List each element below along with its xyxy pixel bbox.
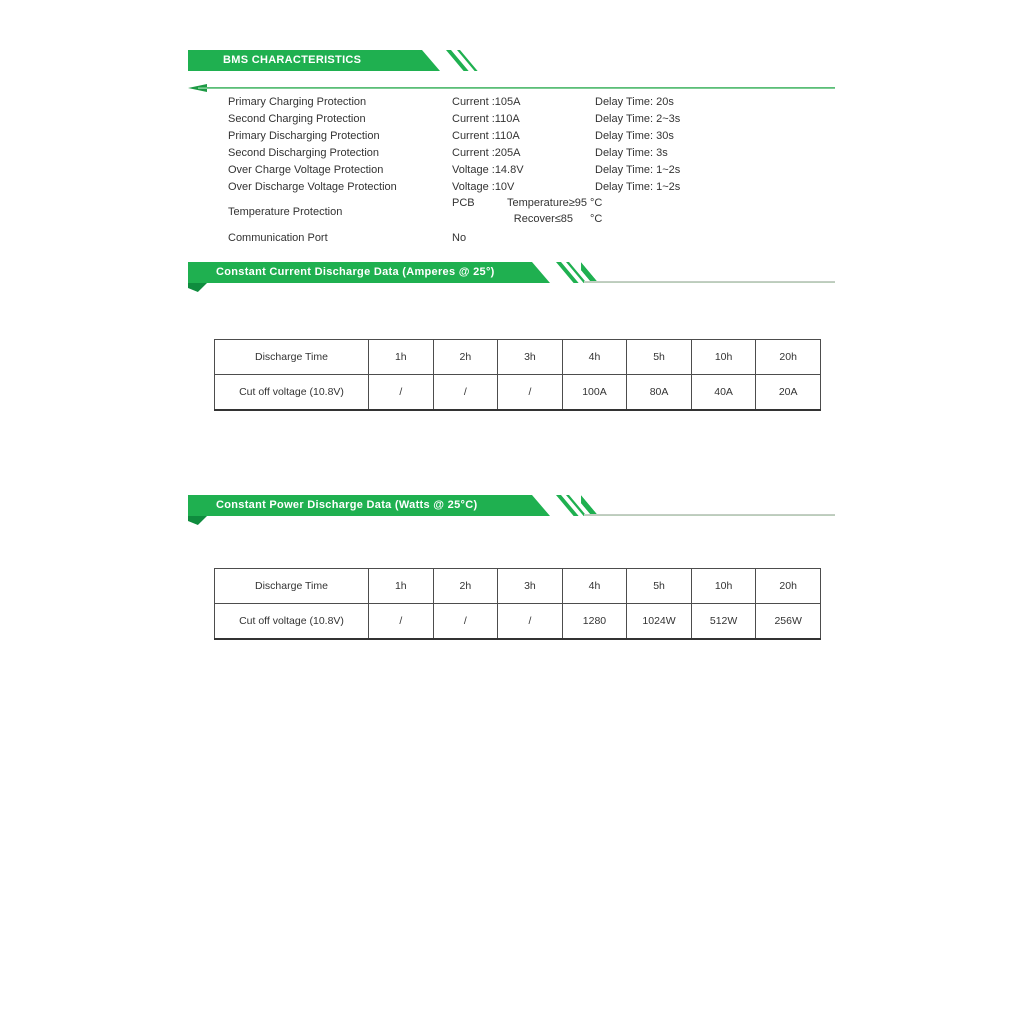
spec-delay: Delay Time: 30s xyxy=(595,129,674,142)
spec-value: Current :205A xyxy=(452,146,521,159)
table-cell: 512W xyxy=(690,603,757,639)
constant-power-banner-title: Constant Power Discharge Data (Watts @ 2… xyxy=(188,495,550,516)
table-cell: / xyxy=(368,603,434,639)
table-cell: 1280 xyxy=(561,603,628,639)
temp-unit: °C xyxy=(590,197,603,209)
temperature-protection-row: Temperature Protection PCB Temperature≥9… xyxy=(228,195,838,228)
bms-characteristics-banner: BMS CHARACTERISTICS xyxy=(188,50,478,71)
spec-row: Primary Discharging Protection Current :… xyxy=(228,127,838,144)
bms-banner-title: BMS CHARACTERISTICS xyxy=(188,50,440,71)
constant-current-banner: Constant Current Discharge Data (Amperes… xyxy=(188,262,581,283)
table-cell: / xyxy=(497,374,563,410)
spec-delay: Delay Time: 2~3s xyxy=(595,112,681,125)
table-row: Cut off voltage (10.8V) / / / 1280 1024W… xyxy=(214,603,821,639)
table-cell: / xyxy=(497,603,563,639)
table-header-cell: 3h xyxy=(497,339,563,375)
temp-threshold: Temperature≥95 xyxy=(507,197,588,209)
table-header-row: Discharge Time 1h 2h 3h 4h 5h 10h 20h xyxy=(214,568,821,604)
spec-delay: Delay Time: 3s xyxy=(595,146,668,159)
ribbon-fold xyxy=(188,516,207,525)
spec-value: Voltage :14.8V xyxy=(452,163,524,176)
table-cell: / xyxy=(432,603,499,639)
table-row: Cut off voltage (10.8V) / / / 100A 80A 4… xyxy=(214,374,821,410)
banner-rule-line xyxy=(584,514,835,516)
table-header-cell: Discharge Time xyxy=(214,568,369,604)
constant-power-table: Discharge Time 1h 2h 3h 4h 5h 10h 20h Cu… xyxy=(214,568,821,640)
table-header-cell: 20h xyxy=(755,339,821,375)
spec-value: Current :110A xyxy=(452,112,520,125)
spec-row: Primary Charging Protection Current :105… xyxy=(228,93,838,110)
spec-delay: Delay Time: 20s xyxy=(595,95,674,108)
divider-arrow-line xyxy=(188,84,835,93)
table-cell: Cut off voltage (10.8V) xyxy=(214,603,369,639)
table-cell: / xyxy=(368,374,434,410)
table-cell: 20A xyxy=(755,374,821,410)
table-header-cell: 2h xyxy=(432,568,499,604)
bms-spec-list: Primary Charging Protection Current :105… xyxy=(228,93,838,246)
spec-label: Primary Charging Protection xyxy=(228,95,367,108)
communication-port-row: Communication Port No xyxy=(228,229,838,246)
spec-row: Over Discharge Voltage Protection Voltag… xyxy=(228,178,838,195)
spec-label: Second Discharging Protection xyxy=(228,146,380,159)
spec-delay: Delay Time: 1~2s xyxy=(595,180,681,193)
table-header-cell: Discharge Time xyxy=(214,339,369,375)
table-header-cell: 1h xyxy=(368,568,434,604)
table-header-cell: 20h xyxy=(755,568,821,604)
table-header-cell: 5h xyxy=(626,339,692,375)
spec-label: Primary Discharging Protection xyxy=(228,129,380,142)
table-header-cell: 1h xyxy=(368,339,434,375)
spec-value: Voltage :10V xyxy=(452,180,515,193)
ribbon-fold xyxy=(188,283,207,292)
table-header-cell: 10h xyxy=(690,339,757,375)
table-header-cell: 3h xyxy=(497,568,563,604)
spec-value: PCB xyxy=(452,197,475,209)
divider-line xyxy=(198,87,835,89)
temp-unit: °C xyxy=(590,213,603,225)
spec-row: Second Charging Protection Current :110A… xyxy=(228,110,838,127)
table-cell: 80A xyxy=(626,374,692,410)
spec-label: Second Charging Protection xyxy=(228,112,366,125)
table-cell: 100A xyxy=(561,374,628,410)
constant-current-table: Discharge Time 1h 2h 3h 4h 5h 10h 20h Cu… xyxy=(214,339,821,411)
spec-value: Current :105A xyxy=(452,95,521,108)
table-header-cell: 5h xyxy=(626,568,692,604)
table-header-cell: 4h xyxy=(561,568,628,604)
left-arrow-icon xyxy=(188,84,207,92)
table-cell: Cut off voltage (10.8V) xyxy=(214,374,369,410)
spec-delay: Delay Time: 1~2s xyxy=(595,163,681,176)
constant-power-banner: Constant Power Discharge Data (Watts @ 2… xyxy=(188,495,581,516)
banner-rule-line xyxy=(584,281,835,283)
spec-label: Over Discharge Voltage Protection xyxy=(228,180,397,193)
spec-label: Temperature Protection xyxy=(228,205,343,218)
table-header-cell: 4h xyxy=(561,339,628,375)
table-cell: 256W xyxy=(755,603,821,639)
spec-value: No xyxy=(452,231,467,244)
table-header-row: Discharge Time 1h 2h 3h 4h 5h 10h 20h xyxy=(214,339,821,375)
spec-row: Over Charge Voltage Protection Voltage :… xyxy=(228,161,838,178)
spec-row: Second Discharging Protection Current :2… xyxy=(228,144,838,161)
constant-current-banner-title: Constant Current Discharge Data (Amperes… xyxy=(188,262,550,283)
table-cell: 1024W xyxy=(626,603,692,639)
table-header-cell: 2h xyxy=(432,339,499,375)
table-cell: 40A xyxy=(690,374,757,410)
table-header-cell: 10h xyxy=(690,568,757,604)
spec-label: Over Charge Voltage Protection xyxy=(228,163,384,176)
spec-label: Communication Port xyxy=(228,231,328,244)
temp-recover: Recover≤85 xyxy=(513,213,573,225)
table-cell: / xyxy=(432,374,499,410)
spec-value: Current :110A xyxy=(452,129,520,142)
